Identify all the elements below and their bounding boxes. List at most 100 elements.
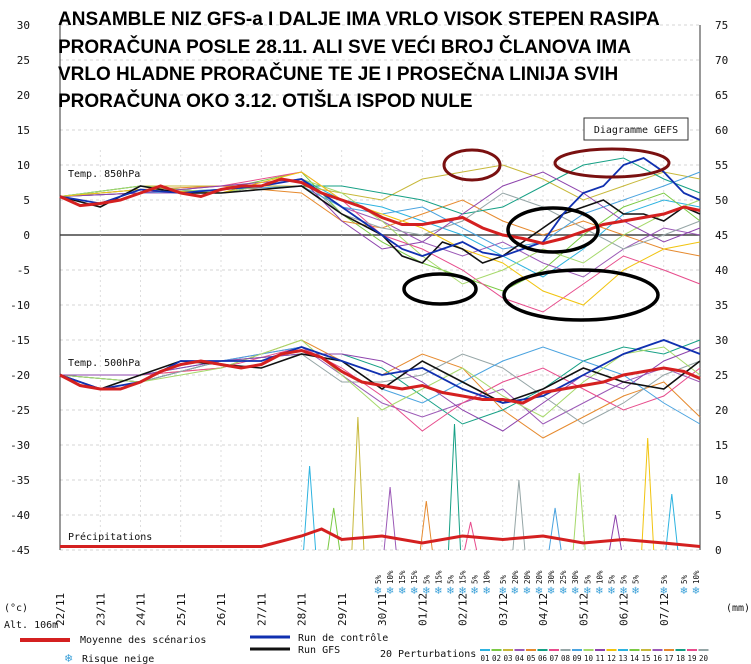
date-tick-label: 22/11 xyxy=(54,593,67,626)
snowflake-icon: ❄ xyxy=(422,586,430,597)
diagram-gefs-button[interactable] xyxy=(583,117,689,141)
right-tick-label: 55 xyxy=(715,159,728,172)
snowflake-icon: ❄ xyxy=(571,586,579,597)
snowflake-icon: ❄ xyxy=(482,586,490,597)
snow-risk-percent: 5% xyxy=(660,574,669,584)
left-tick-label: 10 xyxy=(17,159,30,172)
legend-member-id: 01 xyxy=(480,654,489,663)
date-tick-label: 01/12 xyxy=(416,593,429,626)
legend-member-id: 20 xyxy=(699,654,709,663)
unit-left-label: (°c) xyxy=(4,603,28,614)
left-tick-label: 15 xyxy=(17,124,30,137)
right-tick-label: 70 xyxy=(715,54,728,67)
hand-drawn-circles xyxy=(402,147,671,322)
snow-risk-percent: 5% xyxy=(632,574,641,584)
altitude-label: Alt. 106m xyxy=(4,620,58,631)
date-tick-label: 03/12 xyxy=(497,593,510,626)
date-tick-label: 05/12 xyxy=(577,593,590,626)
black-circle-highlight xyxy=(402,272,478,306)
right-tick-label: 10 xyxy=(715,474,728,487)
snowflake-icon: ❄ xyxy=(595,586,603,597)
legend-gfs-label: Run GFS xyxy=(298,645,340,656)
temp850-perturbation-line xyxy=(59,171,701,313)
left-tick-label: 5 xyxy=(23,194,30,207)
date-tick-label: 23/11 xyxy=(94,593,107,626)
left-tick-label: -25 xyxy=(10,404,30,417)
date-tick-label: 02/12 xyxy=(457,593,470,626)
precip-spike xyxy=(464,521,478,551)
left-tick-label: 30 xyxy=(17,19,30,32)
date-tick-label: 26/11 xyxy=(215,593,228,626)
black-circle-highlight xyxy=(502,268,660,322)
snowflake-icon: ❄ xyxy=(499,586,507,597)
precip-spike xyxy=(572,472,586,551)
legend-member-id: 08 xyxy=(561,654,571,663)
right-tick-label: 75 xyxy=(715,19,728,32)
snowflake-icon: ❄ xyxy=(619,586,627,597)
snowflake-icon: ❄ xyxy=(607,586,615,597)
right-tick-label: 60 xyxy=(715,124,728,137)
left-tick-label: -35 xyxy=(10,474,30,487)
legend-member-id: 12 xyxy=(607,654,616,663)
chart-series xyxy=(59,156,701,551)
legend-member-id: 03 xyxy=(503,654,512,663)
left-tick-label: -20 xyxy=(10,369,30,382)
legend-member-id: 04 xyxy=(515,654,525,663)
snow-risk-percent: 5% xyxy=(680,574,689,584)
annotation-line-3: VRLO HLADNE PRORAČUNE TE JE I PROSEČNA L… xyxy=(58,63,618,85)
snow-risk-percent: 15% xyxy=(459,570,468,584)
snowflake-icon: ❄ xyxy=(434,586,442,597)
snow-risk-percent: 5% xyxy=(607,574,616,584)
snow-risk-percent: 15% xyxy=(434,570,443,584)
right-tick-label: 40 xyxy=(715,264,728,277)
precip-label: Précipitations xyxy=(68,531,152,543)
snowflake-icon: ❄ xyxy=(583,586,591,597)
precip-spike xyxy=(383,486,397,551)
snowflake-icon: ❄ xyxy=(446,586,454,597)
snowflake-icon: ❄ xyxy=(559,586,567,597)
snow-risk-percent: 25% xyxy=(559,570,568,584)
annotation-line-1: ANSAMBLE NIZ GFS-a I DALJE IMA VRLO VISO… xyxy=(58,9,660,30)
snowflake-icon: ❄ xyxy=(398,586,406,597)
left-tick-label: -5 xyxy=(17,264,30,277)
right-tick-label: 0 xyxy=(715,544,722,557)
legend-member-id: 06 xyxy=(538,654,548,663)
snowflake-icon: ❄ xyxy=(535,586,543,597)
date-tick-label: 24/11 xyxy=(135,593,148,626)
left-tick-label: 0 xyxy=(23,229,30,242)
precip-spike xyxy=(448,423,461,551)
snowflake-icon: ❄ xyxy=(470,586,478,597)
snowflake-icon: ❄ xyxy=(660,586,668,597)
legend-snow-risk-label: Risque neige xyxy=(82,654,154,664)
diagram-gefs-label: Diagramme GEFS xyxy=(594,125,678,136)
legend-member-id: 14 xyxy=(630,654,640,663)
snow-risk-percent: 10% xyxy=(386,570,395,584)
annotation-line-2: PRORAČUNA POSLE 28.11. ALI SVE VEĆI BROJ… xyxy=(58,36,631,58)
temp850-label: Temp. 850hPa xyxy=(68,169,140,180)
left-tick-label: -10 xyxy=(10,299,30,312)
right-tick-label: 50 xyxy=(715,194,728,207)
precip-spike xyxy=(303,465,317,551)
legend-member-id: 09 xyxy=(572,654,581,663)
date-tick-label: 29/11 xyxy=(336,593,349,626)
precip-spike xyxy=(351,416,365,551)
snow-risk-percent: 10% xyxy=(595,570,604,584)
right-tick-label: 65 xyxy=(715,89,728,102)
legend-member-id: 11 xyxy=(595,654,604,663)
precip-spike xyxy=(609,514,622,551)
legend-member-id: 18 xyxy=(676,654,686,663)
snow-risk-percent: 5% xyxy=(422,574,431,584)
left-tick-label: -40 xyxy=(10,509,30,522)
date-tick-label: 27/11 xyxy=(255,593,268,626)
annotation-line-4: PRORAČUNA OKO 3.12. OTIŠLA ISPOD NULE xyxy=(58,90,473,112)
snowflake-icon: ❄ xyxy=(386,586,394,597)
chart-legend: Moyenne des scénarios Run de contrôleRun … xyxy=(20,632,709,664)
snow-risk-percent: 30% xyxy=(547,570,556,584)
legend-member-id: 17 xyxy=(664,654,673,663)
temp500-gfs-line xyxy=(59,353,701,404)
snowflake-icon: ❄ xyxy=(631,586,639,597)
right-tick-label: 20 xyxy=(715,404,728,417)
